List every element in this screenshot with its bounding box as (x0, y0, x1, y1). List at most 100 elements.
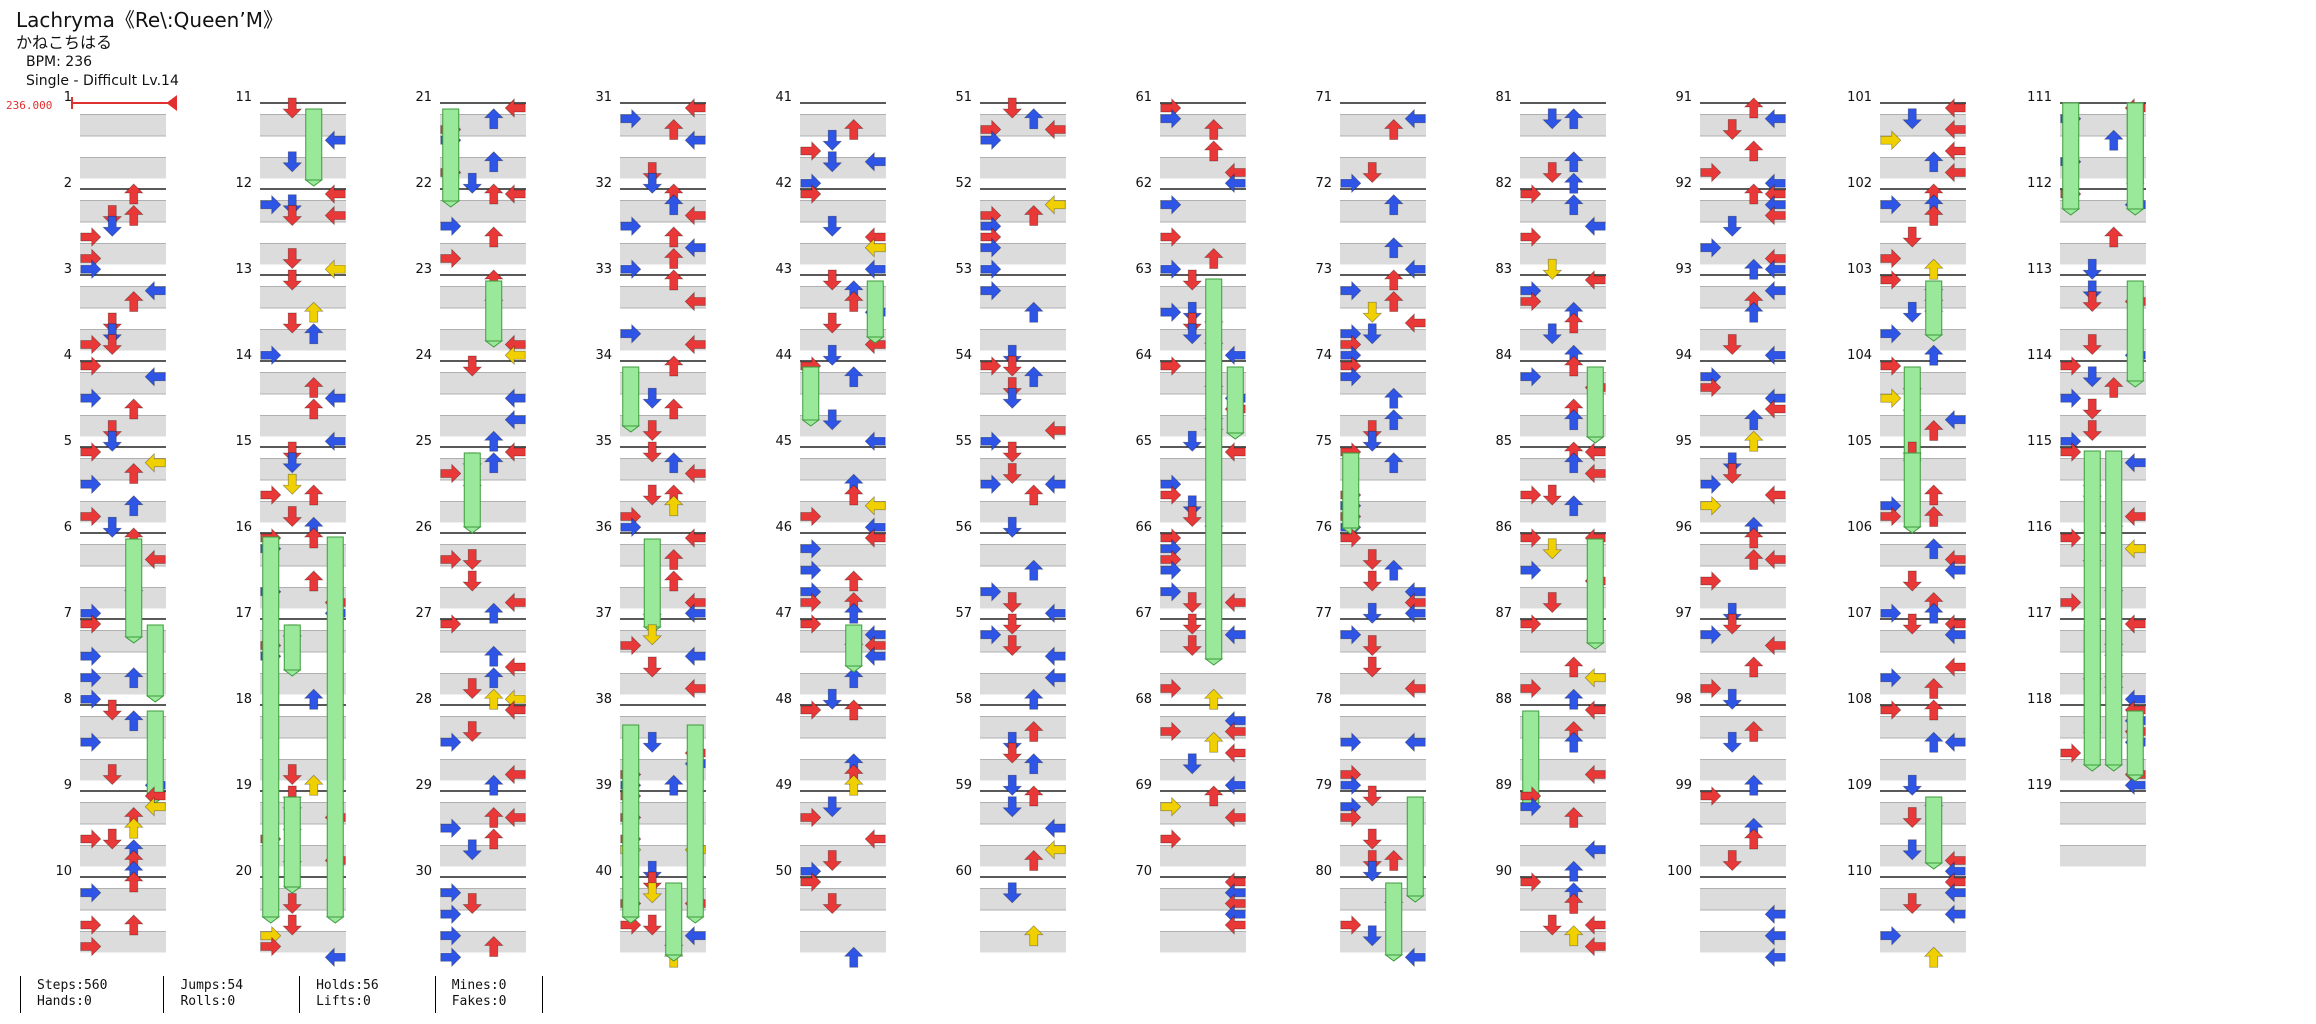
step-arrow (123, 495, 144, 517)
step-arrow (80, 356, 102, 376)
step-arrow-shape (80, 646, 102, 667)
step-arrow-shape (1002, 344, 1023, 366)
beat-band (1340, 716, 1426, 738)
step-arrow-shape (1160, 108, 1182, 129)
step-arrow (1044, 818, 1066, 839)
jump-arrow (504, 807, 526, 828)
step-arrow (1404, 732, 1426, 753)
step-arrow-shape (483, 226, 504, 248)
step-arrow-shape (1584, 463, 1606, 484)
step-arrow-shape (324, 130, 346, 151)
step-arrow (1383, 269, 1404, 291)
step-arrow (642, 871, 663, 893)
step-arrow-shape (80, 356, 102, 376)
step-arrow (1722, 850, 1743, 872)
measure-number: 104 (1847, 348, 1872, 363)
beat-band (1160, 931, 1246, 953)
step-arrow-shape (1383, 118, 1404, 140)
step-arrow-shape (1002, 463, 1023, 485)
step-arrow (80, 259, 102, 280)
step-arrow (1700, 786, 1722, 806)
step-arrow (1764, 635, 1786, 656)
step-arrow (123, 710, 144, 732)
step-arrow (642, 882, 663, 904)
beat-band (1520, 114, 1606, 136)
jump-arrow-shape (462, 549, 483, 571)
step-arrow-shape (1563, 925, 1584, 947)
jump-arrow (1160, 302, 1182, 323)
step-arrow (1563, 806, 1584, 828)
hold-note (1903, 452, 1921, 528)
step-arrow (1722, 215, 1743, 237)
step-arrow (800, 506, 822, 527)
step-arrow-shape (684, 205, 706, 226)
step-arrow-shape (1563, 108, 1584, 130)
step-arrow (1383, 849, 1404, 871)
step-arrow-shape (822, 796, 843, 818)
beat-band (1520, 157, 1606, 179)
jump-arrow-shape (1362, 323, 1383, 345)
step-arrow-shape (1944, 904, 1966, 925)
beat-band (800, 802, 886, 824)
beat-band (620, 372, 706, 394)
step-arrow (144, 452, 166, 473)
step-arrow-shape (642, 656, 663, 678)
beat-band (1160, 888, 1246, 910)
step-arrow (1880, 925, 1902, 946)
beat-band (620, 243, 706, 265)
hold-note-tail (282, 669, 302, 677)
step-arrow-shape (1340, 624, 1362, 645)
step-arrow (1520, 227, 1542, 247)
step-arrow (980, 624, 1002, 645)
step-arrow (1182, 323, 1203, 345)
jump-arrow-shape (1923, 602, 1944, 624)
stat-rolls: Rolls:0 (180, 994, 236, 1010)
step-arrow (1563, 892, 1584, 914)
beat-band (800, 931, 886, 953)
step-arrow-shape (1743, 258, 1764, 280)
beat-band (2060, 802, 2146, 824)
step-arrow (663, 194, 684, 216)
step-arrow-shape (1520, 528, 1542, 548)
measure-number: 86 (1495, 520, 1512, 535)
step-arrow-shape (800, 141, 822, 161)
step-arrow-shape (1160, 796, 1182, 817)
step-arrow (1362, 549, 1383, 571)
step-arrow-shape (1340, 528, 1362, 548)
step-arrow-shape (980, 237, 1002, 258)
step-arrow-shape (1044, 194, 1066, 215)
measure-number: 93 (1675, 262, 1692, 277)
hold-note (866, 280, 884, 338)
step-arrow (1743, 720, 1764, 742)
step-arrow (1880, 506, 1902, 527)
step-arrow-shape (1520, 291, 1542, 312)
beat-band (800, 587, 886, 609)
step-arrow (1224, 173, 1246, 194)
step-arrow (504, 409, 526, 430)
step-arrow (1902, 893, 1923, 915)
step-arrow-shape (1743, 828, 1764, 850)
step-arrow-shape (2060, 592, 2082, 613)
step-arrow-shape (144, 366, 166, 387)
step-arrow-shape (684, 98, 706, 118)
step-arrow-shape (864, 431, 886, 452)
step-arrow (282, 312, 303, 334)
step-arrow (1700, 495, 1722, 516)
hold-note (686, 724, 704, 918)
beat-band (1880, 673, 1966, 695)
step-arrow (1160, 485, 1182, 505)
step-arrow (1182, 269, 1203, 291)
step-arrow-shape (800, 807, 822, 828)
beat-band (1700, 458, 1786, 480)
step-arrow (440, 904, 462, 925)
step-arrow-shape (1563, 731, 1584, 753)
jump-arrow-shape (822, 151, 843, 173)
step-arrow-shape (1722, 613, 1743, 635)
step-arrow (1203, 140, 1224, 162)
hold-note (2126, 710, 2144, 776)
measure-number: 88 (1495, 692, 1512, 707)
step-arrow-shape (1880, 356, 1902, 376)
step-arrow-shape (1944, 141, 1966, 161)
step-arrow (1563, 172, 1584, 194)
step-arrow-shape (462, 893, 483, 915)
